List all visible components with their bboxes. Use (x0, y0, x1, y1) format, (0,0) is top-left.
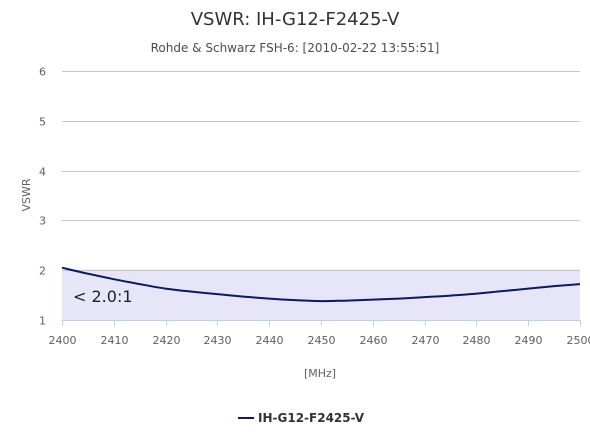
x-tick-label: 2420 (153, 334, 181, 347)
x-tick-label: 2450 (308, 334, 336, 347)
x-axis-title: [MHz] (304, 367, 336, 380)
threshold-band (62, 269, 580, 320)
grid-lines (62, 71, 580, 321)
chart-subtitle: Rohde & Schwarz FSH-6: [2010-02-22 13:55… (151, 41, 440, 55)
legend[interactable]: IH-G12-F2425-V (238, 411, 365, 425)
y-tick-label: 1 (39, 315, 46, 328)
x-tick-label: 2490 (515, 334, 543, 347)
x-tick-label: 2500 (567, 334, 590, 347)
y-tick-label: 4 (39, 166, 46, 179)
x-tick-label: 2470 (412, 334, 440, 347)
y-tick-label: 2 (39, 265, 46, 278)
x-tick-label: 2440 (256, 334, 284, 347)
legend-item-label: IH-G12-F2425-V (258, 411, 365, 425)
x-tick-label: 2480 (463, 334, 491, 347)
band-fill (62, 270, 580, 320)
x-axis-ticks: 2400 2410 2420 2430 2440 2450 2460 2470 2480 2490… (49, 320, 590, 347)
series-lines (61, 266, 581, 303)
x-tick-label: 2460 (360, 334, 388, 347)
y-axis-ticks: 1 2 3 4 5 6 (39, 66, 46, 328)
y-axis-title: VSWR (20, 178, 33, 211)
band-label: < 2.0:1 (73, 287, 133, 306)
x-tick-label: 2400 (49, 334, 77, 347)
y-tick-label: 6 (39, 66, 46, 79)
series-line-0 (61, 266, 581, 303)
x-tick-label: 2430 (204, 334, 232, 347)
y-tick-label: 5 (39, 116, 46, 129)
x-tick-label: 2410 (101, 334, 129, 347)
chart-title: VSWR: IH-G12-F2425-V (191, 9, 400, 30)
y-tick-label: 3 (39, 215, 46, 228)
